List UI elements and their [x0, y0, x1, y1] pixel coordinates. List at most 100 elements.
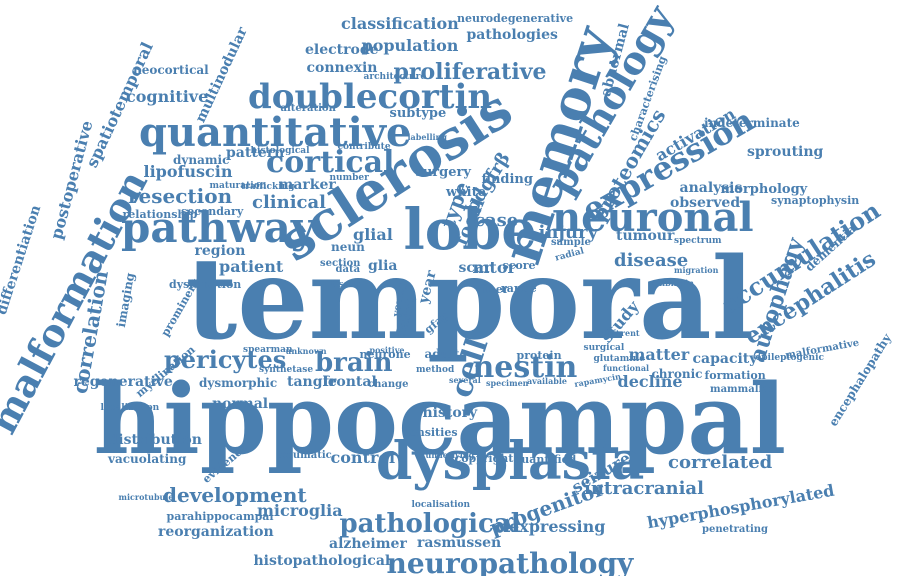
word-histological: histological: [250, 145, 310, 156]
word-different: different: [600, 328, 640, 338]
word-pathway: pathway: [121, 203, 316, 252]
word-pericytes: pericytes: [164, 345, 287, 374]
word-glia: glia: [368, 258, 398, 274]
word-injury: injury: [538, 222, 598, 243]
word-brain: brain: [315, 348, 393, 378]
word-quantitative: quantitative: [139, 109, 412, 156]
word-functional: functional: [603, 363, 650, 373]
word-matter: matter: [628, 345, 690, 364]
word-normal: normal: [212, 396, 269, 412]
word-penetrating: penetrating: [702, 524, 769, 535]
word-spectrum: spectrum: [674, 235, 722, 246]
word-nestin: nestin: [472, 350, 578, 385]
word-epileptogenic: epileptogenic: [755, 352, 825, 363]
word-dysplasia: dysplasia: [376, 431, 645, 492]
word-parahippocampal: parahippocampal: [166, 509, 274, 523]
word-control: control: [330, 448, 396, 467]
word-analysis: analysis: [679, 180, 743, 196]
word-localisation: localisation: [411, 499, 471, 510]
word-sprouting: sprouting: [747, 144, 824, 160]
word-dynamic: dynamic: [173, 153, 230, 167]
word-temporal: temporal: [185, 234, 755, 365]
word-connexin: connexin: [306, 60, 378, 76]
word-resection: resection: [128, 184, 233, 208]
word-formation: formation: [704, 368, 766, 382]
word-surgery: surgery: [415, 164, 471, 180]
word-region: region: [194, 243, 246, 259]
word-traumatic: traumatic: [276, 450, 332, 461]
word-underlying: underlying: [425, 450, 475, 460]
word-sample: sample: [551, 237, 591, 248]
word-method: method: [416, 364, 455, 375]
word-relationship: relationship: [122, 207, 198, 221]
word-chronic: chronic: [651, 367, 703, 381]
word-specimen: specimen: [486, 378, 529, 388]
word-tangle: tangle: [287, 374, 337, 390]
word-trafficking: trafficking: [241, 181, 295, 192]
word-several: several: [449, 375, 481, 385]
word-distribution: distribution: [108, 432, 202, 448]
word-intracranial: intracranial: [584, 478, 704, 499]
word-mtor: mtor: [472, 258, 516, 277]
word-glutamine: glutamine: [593, 353, 645, 364]
word-regenerative: regenerative: [73, 374, 173, 390]
word-population: population: [361, 36, 459, 55]
word-spearman: spearman: [243, 344, 293, 355]
word-range: range: [501, 281, 537, 295]
word-calbindin: calbindin: [652, 278, 694, 288]
word-clinical: clinical: [252, 192, 327, 213]
word-subtype: subtype: [389, 105, 447, 121]
word-case: case: [474, 210, 519, 231]
word-morphology: morphology: [720, 181, 808, 197]
word-proliferative: proliferative: [393, 59, 547, 85]
word-dysmorphic: dysmorphic: [199, 376, 278, 390]
word-architecture: architecture: [363, 71, 427, 82]
word-observed: observed: [670, 195, 741, 211]
word-disease: disease: [614, 250, 689, 271]
word-fiber: fiber: [480, 282, 509, 296]
word-score: score: [502, 258, 536, 272]
word-data: data: [335, 264, 361, 275]
word-available: available: [527, 376, 567, 386]
word-adult: adult: [424, 347, 460, 361]
word-patient: patient: [219, 257, 284, 276]
word-quantified: quantified: [513, 452, 577, 466]
word-labelling: labelling: [407, 132, 447, 142]
word-doublecortin: doublecortin: [248, 77, 493, 117]
word-vacuolating: vacuolating: [108, 452, 187, 466]
word-alzheimer: alzheimer: [329, 536, 407, 552]
word-densities: densities: [402, 425, 458, 439]
word-cortical: cortical: [266, 145, 395, 180]
word-localization: localization: [100, 402, 160, 413]
word-scar: scar: [458, 260, 492, 276]
word-neun: neun: [331, 240, 365, 254]
word-glial: glial: [353, 225, 393, 244]
word-lipofuscin: lipofuscin: [143, 162, 233, 181]
word-pattern: pattern: [226, 145, 285, 161]
word-synaptophysin: synaptophysin: [771, 193, 860, 207]
word-neurone: neurone: [359, 347, 411, 361]
word-capacity: capacity: [692, 351, 758, 367]
word-electrode: electrode: [305, 42, 379, 58]
word-contribute: contribute: [337, 141, 391, 152]
word-tissue: tissue: [331, 279, 361, 290]
word-positive: positive: [369, 345, 405, 355]
word-rasmussen: rasmussen: [417, 535, 502, 551]
word-tumour: tumour: [616, 228, 675, 244]
word-copyright: copyright: [454, 451, 514, 465]
word-pathological: pathological: [339, 509, 521, 539]
word-secondary: secondary: [181, 204, 244, 218]
word-synthetase: synthetase: [259, 364, 314, 375]
word-dysfunction: dysfunction: [169, 277, 242, 291]
word-white: white: [446, 184, 486, 200]
word-surgical: surgical: [583, 342, 625, 353]
word-reorganization: reorganization: [158, 524, 274, 540]
word-history: history: [422, 405, 478, 421]
word-decline: decline: [617, 372, 683, 391]
word-change: change: [368, 379, 409, 390]
word-migration: migration: [674, 265, 719, 275]
word-differentiation: differentiation: [0, 203, 45, 317]
word-microglia: microglia: [257, 501, 343, 520]
word-alteration: alteration: [280, 103, 336, 114]
